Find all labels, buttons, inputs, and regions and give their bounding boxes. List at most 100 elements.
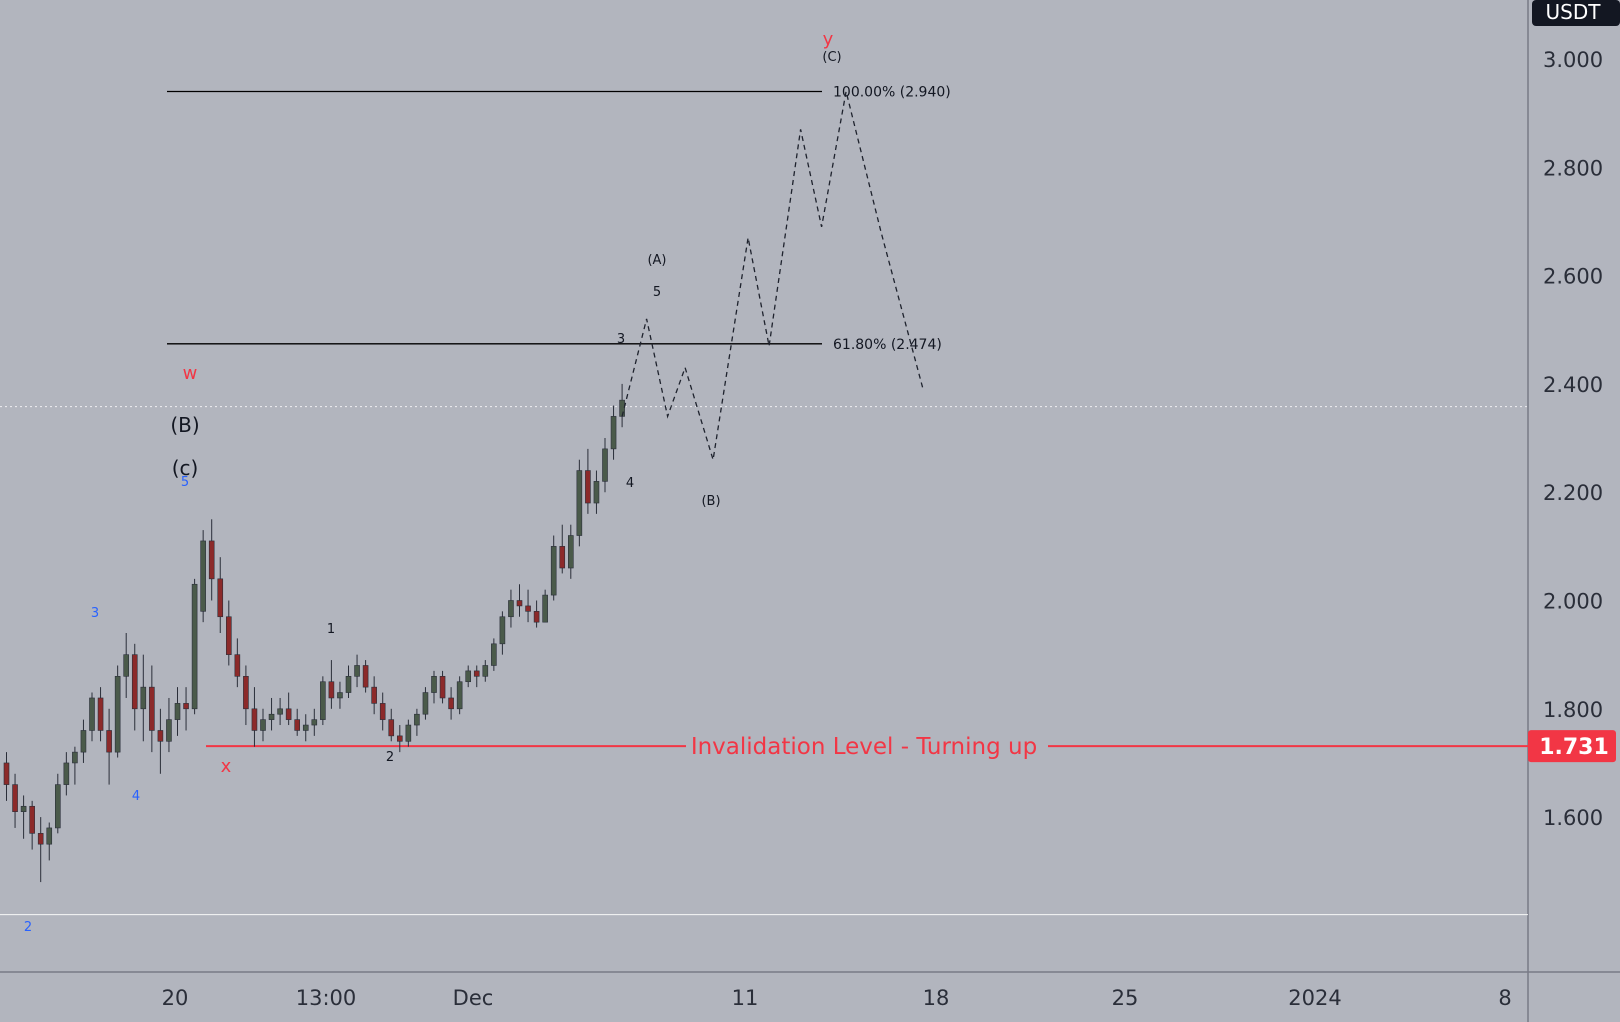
candle-body xyxy=(226,616,232,655)
candle-body xyxy=(157,730,164,742)
fib-level-label: 61.80% (2.474) xyxy=(833,337,942,353)
candle-body xyxy=(602,448,608,482)
candle-body xyxy=(183,703,189,710)
candle-body xyxy=(166,719,172,742)
candle-body xyxy=(371,686,377,704)
candle-body xyxy=(362,665,369,688)
price-tick-label: 2.000 xyxy=(1543,590,1603,614)
projection-path xyxy=(621,91,924,460)
time-tick-label: 8 xyxy=(1498,986,1511,1010)
candle-body xyxy=(610,416,617,450)
wave-label: (B) xyxy=(701,494,720,509)
wave-label: x xyxy=(221,756,232,777)
candle-body xyxy=(97,697,104,731)
candle-body xyxy=(3,762,10,785)
price-tick-label: 1.800 xyxy=(1543,698,1603,722)
candle-body xyxy=(542,594,548,623)
candle-body xyxy=(12,784,18,812)
wave-label: w xyxy=(183,363,198,384)
time-tick-label: 25 xyxy=(1112,986,1139,1010)
candle-body xyxy=(302,724,309,731)
horizontal-levels[interactable]: 100.00% (2.940) 61.80% (2.474) Invalidatio… xyxy=(0,84,1616,916)
currency-badge[interactable]: USDT xyxy=(1532,0,1620,26)
candle-body xyxy=(294,719,301,731)
time-tick-label: 13:00 xyxy=(296,986,357,1010)
candle-body xyxy=(585,470,591,504)
candle-body xyxy=(54,784,61,829)
candles xyxy=(3,383,625,883)
candle-body xyxy=(174,703,181,720)
invalidation-label: Invalidation Level - Turning up xyxy=(691,734,1037,760)
candle-body xyxy=(576,470,583,536)
time-axis[interactable]: 20 13:00 Dec 11 18 25 2024 8 xyxy=(162,986,1512,1010)
candle-body xyxy=(191,583,198,710)
candle-body xyxy=(379,703,386,720)
wave-label: (c) xyxy=(172,456,199,480)
candle-body xyxy=(208,540,215,580)
wave-label: (C) xyxy=(822,50,841,65)
candle-body xyxy=(388,719,395,737)
candle-body xyxy=(328,681,335,699)
wave-label: 5 xyxy=(653,285,661,300)
wave-label: (A) xyxy=(647,253,666,268)
wave-label: 1 xyxy=(327,622,335,637)
price-tag-label: 1.731 xyxy=(1539,735,1609,760)
candle-body xyxy=(80,730,87,753)
candle-body xyxy=(414,713,420,726)
candle-body xyxy=(277,708,283,715)
candle-body xyxy=(465,670,472,683)
candle-body xyxy=(114,676,121,753)
price-tick-label: 2.200 xyxy=(1543,481,1603,505)
candle-body xyxy=(200,540,206,612)
candle-body xyxy=(46,827,53,845)
candle-body xyxy=(499,616,506,645)
candle-body xyxy=(593,481,600,504)
candle-body xyxy=(337,692,343,699)
candle-body xyxy=(525,605,531,612)
candle-body xyxy=(354,665,360,677)
fib-level-label: 100.00% (2.940) xyxy=(833,84,951,100)
time-tick-label: Dec xyxy=(453,986,494,1010)
candle-body xyxy=(217,578,224,618)
time-tick-label: 2024 xyxy=(1288,986,1341,1010)
wave-label: (B) xyxy=(170,413,199,437)
wave-label: 4 xyxy=(626,476,634,491)
candle-body xyxy=(567,535,574,569)
price-tag-bg xyxy=(1528,730,1616,763)
candle-body xyxy=(251,708,258,731)
candle-body xyxy=(131,654,138,710)
price-tick-label: 3.000 xyxy=(1543,48,1603,72)
candle-body xyxy=(37,833,44,845)
candle-body xyxy=(268,713,275,720)
candle-body xyxy=(243,676,249,710)
price-tick-label: 1.600 xyxy=(1543,806,1603,830)
wave-label: 3 xyxy=(91,606,99,621)
candle-body xyxy=(234,654,241,677)
candle-body xyxy=(320,681,326,720)
candle-body xyxy=(345,676,352,693)
price-tick-label: 2.400 xyxy=(1543,373,1603,397)
currency-badge-bg xyxy=(1532,0,1620,26)
candle-body xyxy=(508,600,514,618)
candle-body xyxy=(422,692,429,715)
time-tick-label: 11 xyxy=(732,986,759,1010)
candle-body xyxy=(550,546,557,596)
candle-body xyxy=(448,697,454,710)
candle-body xyxy=(149,686,155,731)
wave-label: 2 xyxy=(386,750,394,765)
wave-label: y xyxy=(823,29,834,50)
candle-body xyxy=(123,654,129,677)
price-tick-label: 2.600 xyxy=(1543,265,1603,289)
wave-label: 3 xyxy=(617,332,625,347)
candle-body xyxy=(140,686,147,710)
wave-label: 2 xyxy=(24,920,32,935)
candle-body xyxy=(533,611,540,623)
candle-body xyxy=(482,665,489,677)
candle-body xyxy=(72,751,78,764)
candle-body xyxy=(285,708,292,720)
candle-body xyxy=(405,724,412,742)
price-axis[interactable]: 3.000 2.800 2.600 2.400 2.200 2.000 1.800 1.600 xyxy=(1543,48,1603,830)
